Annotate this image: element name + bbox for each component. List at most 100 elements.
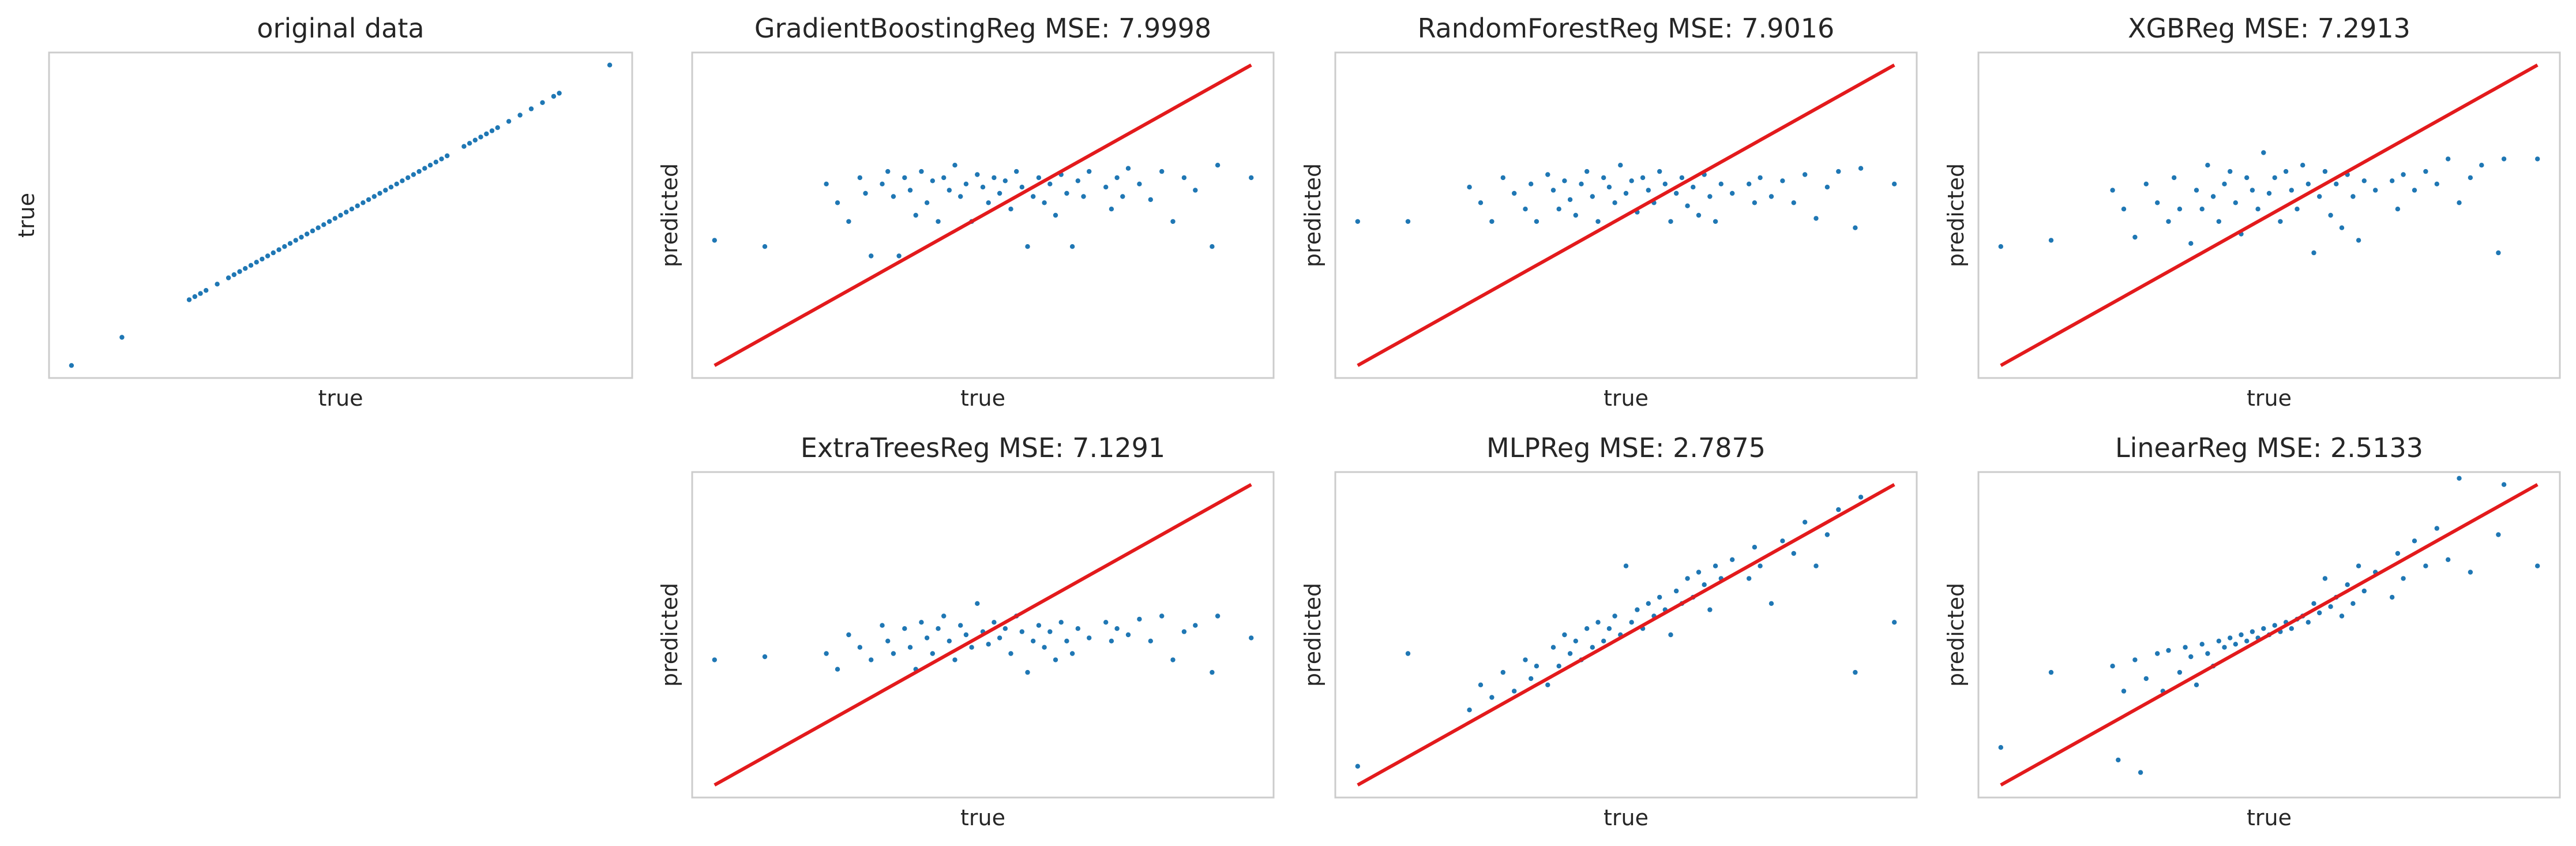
data-point bbox=[2412, 188, 2417, 193]
data-point bbox=[338, 212, 343, 218]
data-point bbox=[857, 175, 863, 181]
data-point bbox=[1103, 185, 1109, 190]
data-point bbox=[1730, 190, 1735, 196]
data-point bbox=[2361, 178, 2367, 184]
data-point bbox=[869, 253, 874, 259]
data-point bbox=[1824, 185, 1830, 190]
data-point bbox=[712, 657, 718, 662]
data-point bbox=[383, 188, 388, 193]
y-axis-label: true bbox=[14, 193, 39, 238]
data-point bbox=[1500, 669, 1505, 675]
data-point bbox=[1002, 178, 1008, 184]
data-point bbox=[517, 113, 523, 118]
data-point bbox=[2345, 582, 2350, 587]
x-axis-label: true bbox=[960, 385, 1005, 411]
data-point bbox=[952, 657, 957, 662]
data-point bbox=[941, 613, 947, 619]
identity-line bbox=[714, 483, 1252, 787]
data-point bbox=[1567, 197, 1573, 203]
data-point bbox=[260, 256, 265, 262]
identity-line bbox=[1357, 63, 1895, 367]
data-point bbox=[366, 197, 371, 203]
subplot: ExtraTreesReg MSE: 7.1291 true predicted bbox=[657, 432, 1275, 830]
data-point bbox=[371, 194, 377, 199]
data-point bbox=[1193, 623, 1198, 628]
data-point bbox=[941, 175, 947, 181]
data-point bbox=[1523, 657, 1528, 662]
data-point bbox=[2048, 669, 2054, 675]
data-point bbox=[478, 134, 483, 140]
data-point bbox=[1125, 166, 1131, 171]
identity-line bbox=[714, 63, 1252, 367]
data-point bbox=[2289, 188, 2294, 193]
data-point bbox=[2401, 576, 2406, 581]
data-point bbox=[880, 623, 885, 628]
data-point bbox=[1148, 197, 1154, 203]
data-point bbox=[896, 253, 902, 259]
data-point bbox=[2188, 654, 2194, 660]
data-point bbox=[1103, 620, 1109, 625]
subplot: original data true true bbox=[14, 13, 633, 411]
data-point bbox=[1718, 181, 1723, 186]
data-point bbox=[2328, 604, 2333, 609]
data-point bbox=[1489, 219, 1494, 224]
y-axis-label: predicted bbox=[657, 583, 682, 687]
data-point bbox=[361, 200, 366, 205]
data-point bbox=[1668, 219, 1673, 224]
data-point bbox=[1556, 664, 1561, 669]
data-point bbox=[2289, 626, 2294, 631]
data-point bbox=[1629, 178, 1634, 184]
data-point bbox=[1064, 190, 1069, 196]
data-point bbox=[1075, 178, 1081, 184]
data-point bbox=[2132, 234, 2138, 240]
data-point bbox=[2121, 207, 2127, 212]
data-point bbox=[2305, 620, 2311, 625]
data-point bbox=[1036, 623, 1042, 628]
subplot-title: LinearReg MSE: 2.5133 bbox=[2115, 432, 2423, 463]
data-point bbox=[1584, 169, 1590, 174]
data-point bbox=[969, 645, 974, 650]
data-point bbox=[2177, 669, 2183, 675]
data-point bbox=[119, 335, 125, 340]
data-point bbox=[1478, 200, 1484, 205]
data-point bbox=[484, 131, 489, 137]
data-point bbox=[902, 626, 907, 631]
data-point bbox=[2166, 219, 2171, 224]
data-point bbox=[1713, 219, 1718, 224]
data-point bbox=[2172, 175, 2177, 181]
data-point bbox=[310, 228, 316, 234]
data-point bbox=[1579, 181, 1584, 186]
data-point bbox=[1053, 657, 1058, 662]
data-point bbox=[1601, 175, 1606, 181]
data-point bbox=[1730, 557, 1735, 562]
data-point bbox=[1523, 207, 1528, 212]
data-point bbox=[1489, 695, 1494, 700]
data-point bbox=[344, 209, 349, 215]
data-point bbox=[924, 200, 930, 205]
subplot-title: MLPReg MSE: 2.7875 bbox=[1486, 432, 1766, 463]
data-point bbox=[2446, 557, 2451, 562]
subplot-title: XGBReg MSE: 7.2913 bbox=[2128, 13, 2410, 44]
data-point bbox=[2283, 169, 2289, 174]
data-point bbox=[1550, 645, 1556, 650]
data-point bbox=[1646, 188, 1651, 193]
data-point bbox=[924, 635, 930, 641]
data-point bbox=[885, 169, 891, 174]
data-point bbox=[2166, 647, 2171, 653]
data-point bbox=[980, 185, 986, 190]
data-point bbox=[1014, 169, 1019, 174]
data-point bbox=[2155, 651, 2160, 656]
y-axis-label: predicted bbox=[1300, 163, 1325, 267]
data-point bbox=[986, 642, 991, 647]
data-point bbox=[2255, 207, 2260, 212]
data-point bbox=[2261, 626, 2266, 631]
data-point bbox=[919, 169, 924, 174]
data-point bbox=[1998, 745, 2003, 750]
data-point bbox=[963, 181, 969, 186]
data-point bbox=[2244, 175, 2250, 181]
data-point bbox=[2300, 163, 2305, 168]
data-point bbox=[1042, 645, 1047, 650]
data-point bbox=[2121, 688, 2127, 694]
scatter-points bbox=[712, 163, 1254, 259]
data-point bbox=[2110, 664, 2115, 669]
